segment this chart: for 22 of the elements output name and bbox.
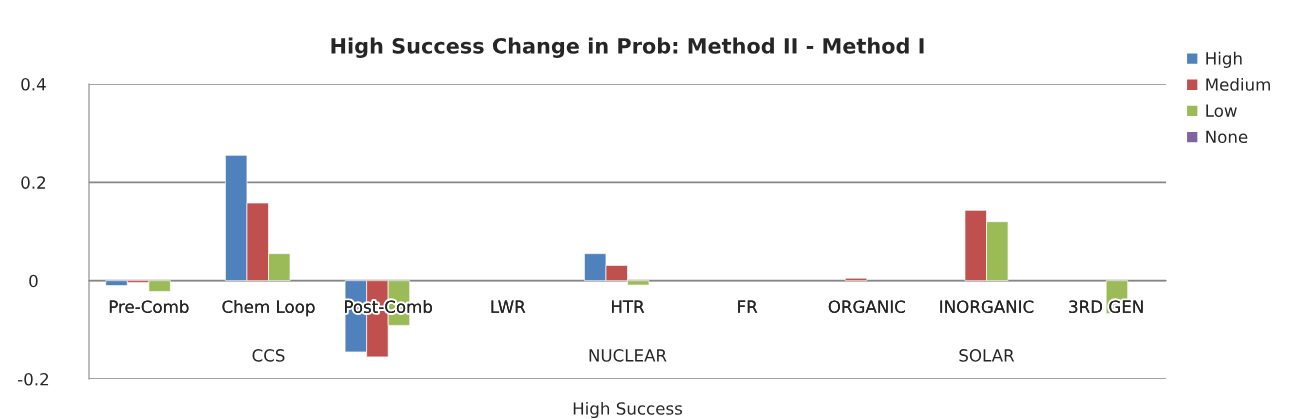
bar [844, 277, 868, 282]
y-tick-label: 0.4 [21, 77, 46, 91]
x-tick-label: FR [738, 300, 758, 313]
x-tick-label: LWR [491, 300, 526, 313]
x-tick-label: Post-Comb [345, 300, 433, 314]
y-tick-label: -0.2 [18, 372, 49, 386]
x-tick-label: Pre-Comb [109, 300, 189, 314]
x-tick-label: ORGANIC [828, 300, 905, 314]
annotation: NUCLEAR [589, 349, 667, 362]
y-tick-label: 0 [29, 274, 38, 288]
text: High Success [573, 401, 683, 419]
legend-label: High [1206, 51, 1242, 68]
legend-label: Medium [1206, 77, 1270, 91]
legend-label: None [1206, 130, 1248, 144]
annotation: CCS [252, 349, 285, 362]
x-tick-label: INORGANIC [940, 300, 1034, 314]
x-tick-label: HTR [611, 300, 645, 313]
chart-title: High Success Change in Prob: Method II - Method I [331, 37, 924, 58]
annotation: SOLAR [959, 349, 1015, 362]
x-tick-label: Chem Loop [222, 300, 315, 317]
legend-label: Low [1206, 104, 1237, 117]
y-tick-label: 0.2 [21, 176, 46, 189]
